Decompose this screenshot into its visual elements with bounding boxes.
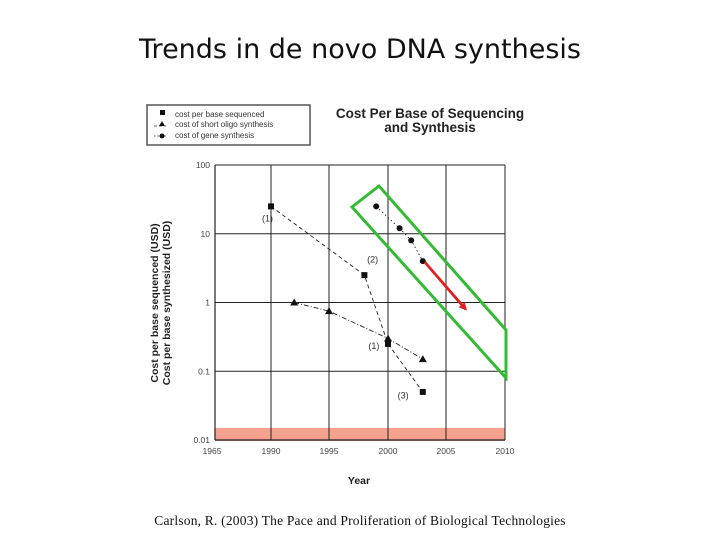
- legend-label: cost per base sequenced: [175, 110, 264, 119]
- annotation-label: (3): [398, 391, 409, 401]
- data-point-circle: [396, 225, 403, 232]
- bottom-band: [215, 427, 505, 441]
- x-tick-label: 2000: [379, 446, 398, 456]
- y-tick-label: 0.1: [198, 366, 210, 376]
- series-triangle: [290, 298, 427, 363]
- y-axis-label-1: Cost per base sequenced (USD): [149, 223, 161, 382]
- data-point-square: [268, 203, 274, 210]
- overlays: [349, 183, 508, 382]
- y-tick-label: 10: [201, 229, 211, 239]
- data-point-triangle: [384, 334, 392, 342]
- legend: cost per base sequenced cost of short ol…: [146, 104, 311, 146]
- ticks: 1965 1990 1995 2000 2005 2010 100 10 1 0.1 0.01: [193, 160, 514, 456]
- series-circle: [373, 203, 426, 265]
- data-point-triangle: [290, 298, 299, 306]
- data-point-square: [419, 388, 426, 395]
- legend-item-oligo: cost of short oligo synthesis: [154, 120, 273, 129]
- x-axis-label: Year: [348, 475, 370, 487]
- data-point-triangle: [418, 355, 427, 363]
- series: [268, 203, 427, 395]
- series-square: [268, 203, 426, 395]
- legend-circle-marker: [159, 133, 165, 139]
- legend-triangle-marker: [159, 121, 165, 126]
- chart-title-line-2: and Synthesis: [384, 120, 476, 135]
- grid: [214, 164, 506, 441]
- annotation-label: (2): [367, 255, 378, 265]
- legend-box: [146, 104, 311, 146]
- data-point-square: [385, 340, 391, 347]
- trend-highlight-box: [349, 183, 508, 382]
- series-line: [375, 206, 424, 262]
- y-tick-label: 100: [196, 160, 210, 170]
- annotation-label: (1): [262, 214, 273, 224]
- annotations: (1) (2) (1) (3): [262, 214, 409, 401]
- x-tick-label: 1990: [262, 446, 281, 456]
- trend-arrow: [423, 261, 467, 311]
- legend-label: cost of short oligo synthesis: [175, 120, 273, 129]
- y-tick-label: 1: [205, 298, 210, 308]
- x-tick-label: 1965: [203, 446, 222, 456]
- x-tick-label: 1995: [320, 446, 339, 456]
- series-line: [294, 302, 424, 360]
- citation: Carlson, R. (2003) The Pace and Prolifer…: [154, 513, 566, 528]
- y-axis-label-2: Cost per base synthesized (USD): [161, 221, 173, 386]
- legend-item-sequenced: cost per base sequenced: [160, 110, 264, 119]
- series-line: [270, 206, 424, 393]
- data-point-triangle: [325, 307, 333, 315]
- data-point-square: [361, 272, 368, 279]
- data-point-circle: [408, 237, 415, 244]
- x-tick-label: 2005: [437, 446, 456, 456]
- legend-square-marker: [160, 110, 165, 115]
- data-point-circle: [373, 203, 380, 210]
- cost-band: [215, 427, 505, 441]
- annotation-label: (1): [368, 341, 379, 351]
- legend-item-gene: cost of gene synthesis: [154, 131, 254, 140]
- x-tick-label: 2010: [496, 446, 515, 456]
- chart-title-line-1: Cost Per Base of Sequencing: [336, 106, 524, 121]
- legend-label: cost of gene synthesis: [175, 131, 254, 140]
- slide-title: Trends in de novo DNA synthesis: [139, 34, 581, 65]
- y-tick-label: 0.01: [193, 435, 210, 445]
